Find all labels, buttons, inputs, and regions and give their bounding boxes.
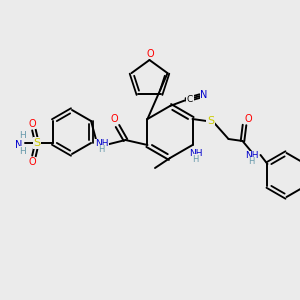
Text: S: S xyxy=(207,116,214,126)
Text: NH: NH xyxy=(95,140,108,148)
Text: H: H xyxy=(98,146,105,154)
Text: NH: NH xyxy=(189,149,202,158)
Text: O: O xyxy=(111,114,118,124)
Text: N: N xyxy=(15,140,22,150)
Text: H: H xyxy=(20,146,26,155)
Text: H: H xyxy=(192,154,199,164)
Text: O: O xyxy=(28,119,36,129)
Text: C: C xyxy=(187,94,193,103)
Text: NH: NH xyxy=(245,152,258,160)
Text: O: O xyxy=(245,114,252,124)
Text: N: N xyxy=(200,90,208,100)
Text: S: S xyxy=(33,138,40,148)
Text: H: H xyxy=(248,158,255,166)
Text: O: O xyxy=(28,157,36,167)
Text: H: H xyxy=(20,131,26,140)
Text: O: O xyxy=(147,49,154,59)
